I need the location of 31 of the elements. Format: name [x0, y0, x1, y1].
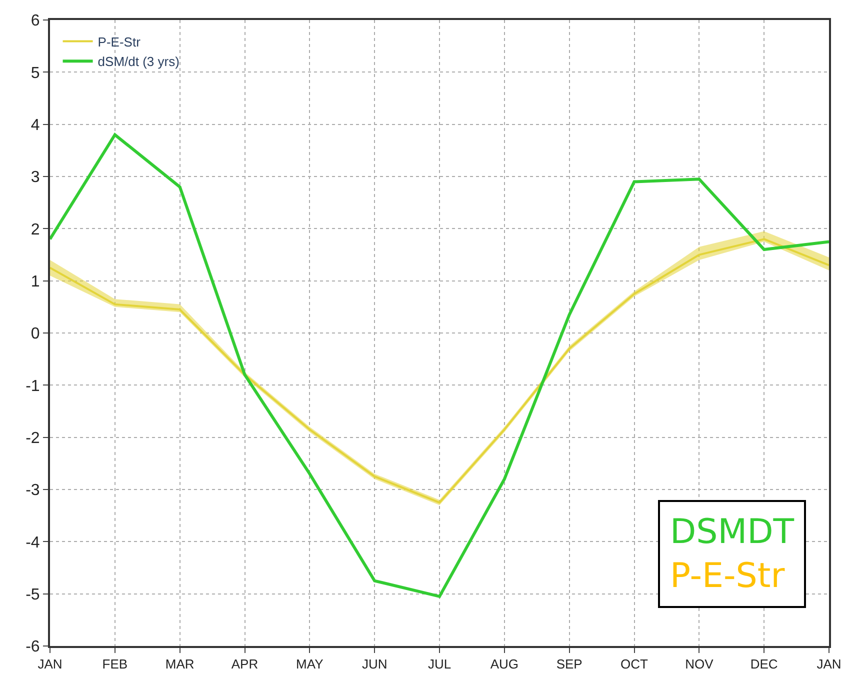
x-tick-label: APR: [231, 656, 258, 672]
x-tick-label: JUN: [362, 656, 388, 672]
annotation: DSMDT: [670, 512, 794, 552]
y-tick-label: 5: [30, 64, 40, 82]
legend-label: dSM/dt (3 yrs): [98, 54, 180, 70]
x-tick-label: FEB: [102, 656, 128, 672]
y-tick-label: -6: [26, 638, 40, 656]
y-tick-label: -5: [26, 586, 40, 604]
x-tick-label: AUG: [490, 656, 519, 672]
y-tick-label: -4: [26, 534, 40, 552]
line-series: [50, 133, 829, 598]
x-tick-label: NOV: [685, 656, 714, 672]
y-tick-label: -2: [26, 430, 40, 447]
y-tick-label: 6: [30, 12, 40, 30]
y-tick-label: 1: [30, 273, 40, 290]
x-tick-label: MAR: [165, 656, 194, 672]
x-tick-label: JUL: [428, 656, 452, 672]
y-tick-label: -3: [26, 482, 40, 500]
y-tick-label: 0: [30, 326, 40, 343]
y-tick-label: 2: [30, 221, 40, 238]
legend-label: P-E-Str: [98, 34, 142, 50]
x-tick-label: DEC: [750, 656, 778, 672]
x-tick-label: OCT: [620, 656, 648, 672]
x-tick-label: SEP: [556, 656, 582, 672]
x-tick-label: MAY: [296, 656, 324, 672]
x-tick-label: JAN: [816, 656, 842, 672]
annotation: P-E-Str: [670, 556, 785, 596]
y-tick-label: 4: [30, 116, 40, 134]
y-tick-label: -1: [26, 378, 40, 395]
x-tick-label: JAN: [38, 656, 62, 672]
y-tick-label: 3: [30, 169, 40, 186]
